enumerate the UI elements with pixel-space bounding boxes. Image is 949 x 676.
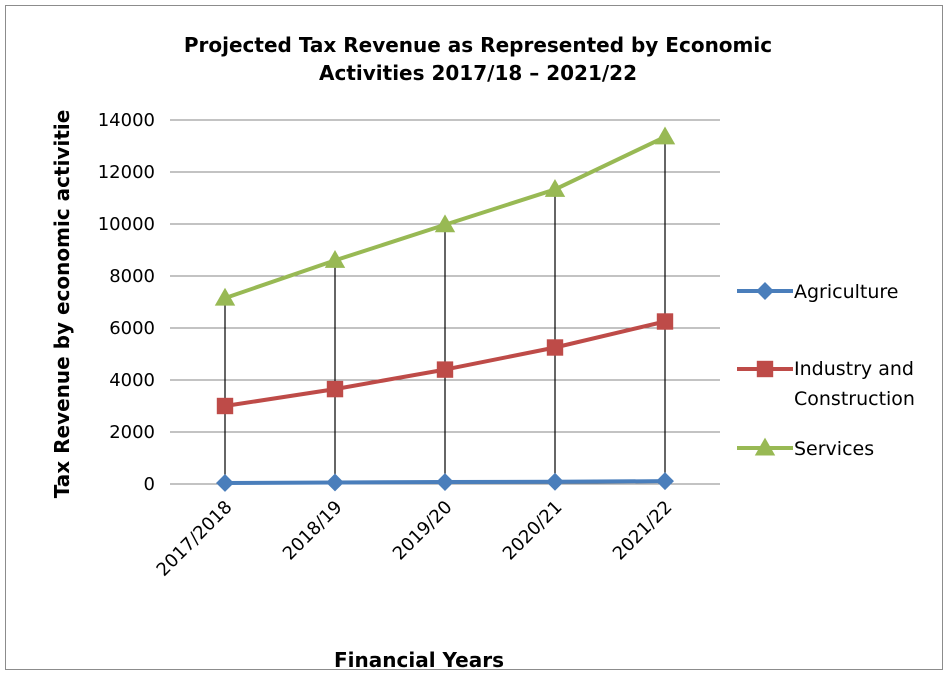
- data-point-industry-and-construction: [326, 380, 344, 398]
- data-point-agriculture: [656, 472, 674, 491]
- data-point-services: [324, 250, 346, 268]
- data-point-industry-and-construction: [546, 339, 564, 356]
- y-tick-labels: 0 2000 4000 6000 8000 10000 12000 14000: [98, 110, 155, 495]
- data-point-agriculture: [216, 474, 234, 492]
- legend-label: Services: [794, 438, 874, 460]
- x-tick-label: 2018/19: [279, 497, 347, 565]
- legend-label: Construction: [794, 388, 915, 410]
- legend-marker-services: [754, 437, 776, 456]
- x-tick-label: 2021/22: [609, 497, 677, 565]
- y-tick-label: 4000: [109, 370, 155, 391]
- data-point-industry-and-construction: [216, 397, 234, 415]
- y-tick-label: 14000: [98, 110, 155, 131]
- y-tick-label: 2000: [109, 422, 155, 443]
- y-tick-label: 12000: [98, 162, 155, 183]
- legend-marker-agriculture: [756, 282, 774, 300]
- legend-marker-industry-and-construction: [756, 360, 774, 378]
- drop-lines: [224, 136, 666, 484]
- x-axis-title: Financial Years: [334, 648, 504, 672]
- chart-title-line-1: Projected Tax Revenue as Represented by …: [184, 33, 772, 57]
- x-tick-label: 2017/2018: [153, 497, 237, 581]
- data-point-industry-and-construction: [656, 313, 674, 330]
- data-point-industry-and-construction: [436, 361, 454, 378]
- chart-frame: [5, 5, 943, 670]
- chart-title-line-2: Activities 2017/18 – 2021/22: [319, 61, 637, 85]
- data-point-agriculture: [436, 473, 454, 492]
- x-tick-labels: 2017/2018 2018/19 2019/20 2020/21 2021/22: [153, 497, 677, 581]
- y-tick-label: 6000: [109, 318, 155, 339]
- data-point-services: [654, 126, 676, 145]
- y-tick-label: 10000: [98, 214, 155, 235]
- y-axis-title: Tax Revenue by economic activitie: [50, 110, 74, 499]
- x-tick-label: 2020/21: [499, 497, 567, 565]
- data-point-services: [544, 179, 566, 197]
- data-point-services: [434, 214, 456, 233]
- legend-label: Industry and: [794, 358, 914, 380]
- data-point-services: [214, 287, 236, 306]
- y-tick-label: 8000: [109, 266, 155, 287]
- series-layer: [214, 126, 676, 492]
- data-point-agriculture: [546, 472, 564, 491]
- x-tick-label: 2019/20: [389, 497, 457, 565]
- legend: Agriculture Industry and Construction Servi…: [737, 281, 915, 460]
- data-point-agriculture: [326, 473, 344, 492]
- legend-label: Agriculture: [794, 281, 899, 303]
- y-tick-label: 0: [144, 474, 155, 495]
